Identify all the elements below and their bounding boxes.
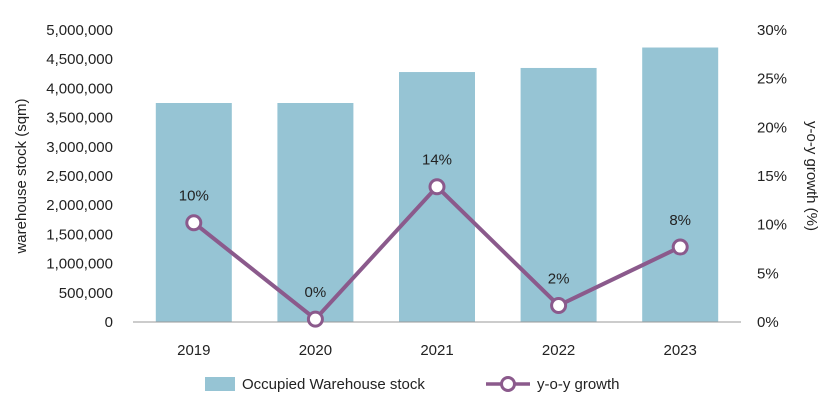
right-tick-label: 25% <box>757 71 787 88</box>
bar-2019 <box>155 103 232 322</box>
growth-marker-2019 <box>185 214 203 232</box>
legend-line-label: y-o-y growth <box>537 376 620 393</box>
left-tick-label: 5,000,000 <box>46 22 113 39</box>
bar-series <box>155 47 719 323</box>
legend-line-marker <box>500 376 516 392</box>
growth-data-label: 14% <box>422 152 452 169</box>
right-tick-label: 15% <box>757 168 787 185</box>
left-axis-ticks: 0 500,000 1,000,000 1,500,000 2,000,000 2,500… <box>46 22 113 331</box>
growth-marker-2021 <box>428 178 446 196</box>
right-tick-label: 5% <box>757 265 779 282</box>
left-tick-label: 1,500,000 <box>46 226 113 243</box>
x-tick-label: 2021 <box>420 342 453 359</box>
line-series <box>185 178 689 328</box>
growth-data-label: 8% <box>669 212 691 229</box>
growth-marker-2023 <box>671 238 689 256</box>
x-tick-label: 2022 <box>542 342 575 359</box>
left-tick-label: 2,500,000 <box>46 168 113 185</box>
growth-marker-2020 <box>306 310 324 328</box>
right-tick-label: 10% <box>757 217 787 234</box>
right-tick-label: 0% <box>757 314 779 331</box>
left-tick-label: 3,500,000 <box>46 110 113 127</box>
bar-2020 <box>277 103 354 322</box>
bar-2023 <box>642 47 719 323</box>
right-axis-title: y-o-y growth (%) <box>803 121 820 231</box>
growth-data-label: 10% <box>179 188 209 205</box>
left-tick-label: 1,000,000 <box>46 256 113 273</box>
left-tick-label: 4,500,000 <box>46 51 113 68</box>
right-tick-label: 30% <box>757 22 787 39</box>
legend-bar-label: Occupied Warehouse stock <box>242 376 425 393</box>
right-tick-label: 20% <box>757 119 787 136</box>
left-tick-label: 3,000,000 <box>46 139 113 156</box>
line-data-labels: 10% 0% 14% 2% 8% <box>179 152 691 301</box>
x-tick-label: 2019 <box>177 342 210 359</box>
growth-data-label: 0% <box>305 284 327 301</box>
x-axis-ticks: 2019 2020 2021 2022 2023 <box>177 342 697 359</box>
bar-2021 <box>399 72 475 322</box>
left-axis-title: warehouse stock (sqm) <box>13 98 30 254</box>
x-tick-label: 2020 <box>299 342 332 359</box>
growth-data-label: 2% <box>548 270 570 287</box>
left-tick-label: 500,000 <box>59 285 113 302</box>
growth-marker-2022 <box>550 296 568 314</box>
left-tick-label: 2,000,000 <box>46 197 113 214</box>
legend: Occupied Warehouse stock y-o-y growth <box>205 376 620 393</box>
left-tick-label: 0 <box>105 314 113 331</box>
legend-bar-swatch <box>205 377 235 391</box>
left-tick-label: 4,000,000 <box>46 80 113 97</box>
right-axis-ticks: 0% 5% 10% 15% 20% 25% 30% <box>757 22 787 331</box>
x-tick-label: 2023 <box>664 342 697 359</box>
